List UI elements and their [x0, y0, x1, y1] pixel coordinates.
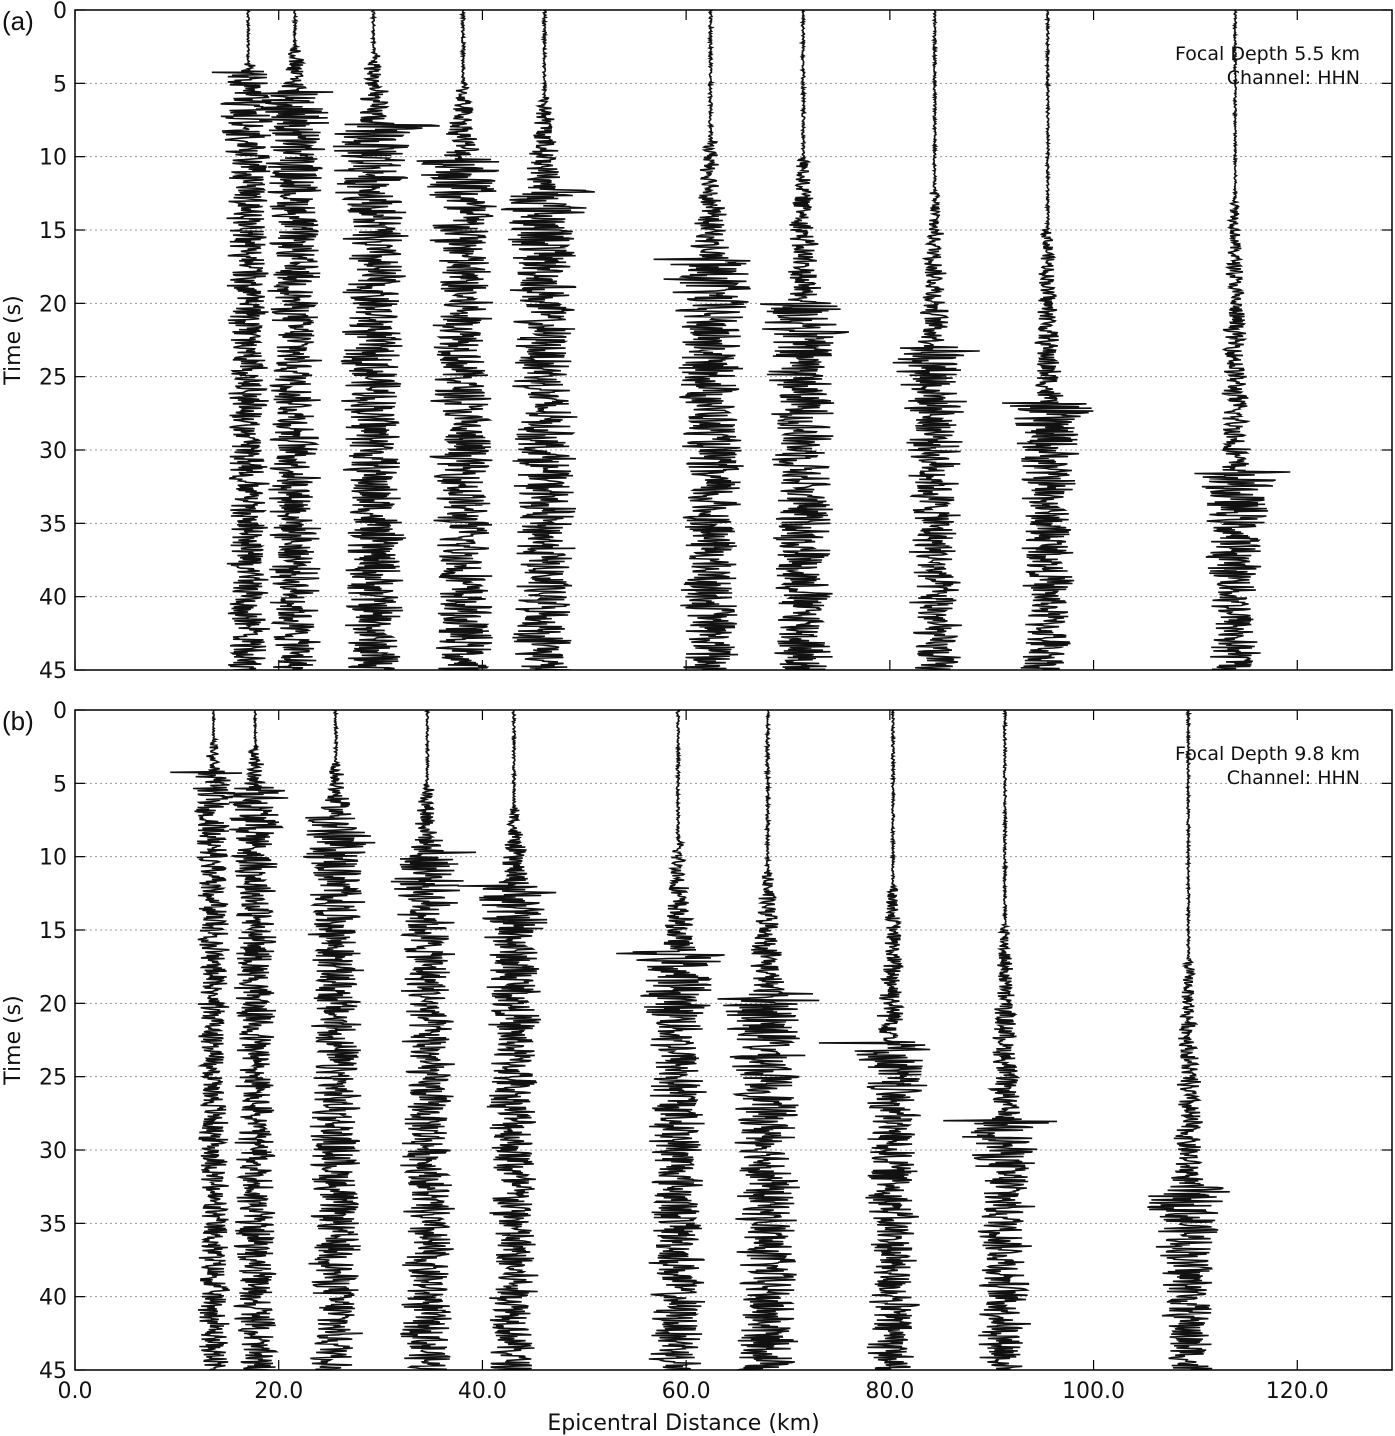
y-tick-label: 25 — [39, 366, 67, 391]
y-tick-label: 35 — [39, 512, 67, 537]
seismic-trace — [303, 710, 376, 1370]
y-tick-label: 35 — [39, 1212, 67, 1237]
seismic-trace — [390, 710, 477, 1370]
annotation: Channel: HHN — [1227, 67, 1360, 89]
panel-label: (a) — [2, 6, 34, 36]
y-tick-label: 20 — [39, 292, 67, 317]
y-tick-label: 45 — [39, 1359, 67, 1384]
y-tick-label: 30 — [39, 439, 67, 464]
y-tick-label: 0 — [53, 699, 67, 724]
seismic-trace — [500, 10, 595, 670]
seismic-trace — [1147, 710, 1230, 1370]
x-tick-label: 20.0 — [254, 1379, 303, 1404]
seismic-trace — [892, 10, 980, 670]
x-tick-label: 80.0 — [865, 1379, 914, 1404]
x-tick-label: 100.0 — [1062, 1379, 1125, 1404]
y-tick-label: 5 — [53, 772, 67, 797]
y-tick-label: 40 — [39, 586, 67, 611]
x-axis-label: Epicentral Distance (km) — [547, 1411, 819, 1436]
y-tick-label: 30 — [39, 1139, 67, 1164]
y-axis-label: Time (s) — [1, 995, 26, 1085]
x-tick-label: 60.0 — [662, 1379, 711, 1404]
seismic-trace — [616, 710, 725, 1370]
panel-label: (b) — [2, 706, 34, 736]
y-tick-label: 45 — [39, 659, 67, 684]
y-tick-label: 25 — [39, 1066, 67, 1091]
y-tick-label: 10 — [39, 846, 67, 871]
x-tick-label: 120.0 — [1266, 1379, 1329, 1404]
seismic-trace — [457, 710, 557, 1370]
seismic-trace — [332, 10, 440, 670]
seismic-trace — [653, 10, 751, 670]
seismic-trace — [416, 10, 500, 670]
seismic-trace — [1194, 10, 1291, 670]
y-axis-label: Time (s) — [1, 295, 26, 385]
annotation: Focal Depth 9.8 km — [1175, 743, 1360, 765]
y-tick-label: 10 — [39, 146, 67, 171]
seismic-trace — [170, 710, 243, 1370]
y-tick-label: 20 — [39, 992, 67, 1017]
seismic-trace — [226, 710, 289, 1370]
y-tick-label: 5 — [53, 72, 67, 97]
seismic-trace — [943, 710, 1058, 1370]
seismic-trace — [717, 710, 820, 1370]
y-tick-label: 15 — [39, 919, 67, 944]
plot-frame — [74, 9, 1393, 671]
x-tick-label: 0.0 — [58, 1379, 93, 1404]
seismic-trace — [1002, 10, 1094, 670]
y-tick-label: 40 — [39, 1286, 67, 1311]
annotation: Channel: HHN — [1227, 767, 1360, 789]
plot-frame — [74, 709, 1393, 1371]
x-tick-label: 40.0 — [458, 1379, 507, 1404]
y-tick-label: 0 — [53, 0, 67, 24]
seismic-trace — [818, 710, 931, 1370]
seismic-trace — [760, 10, 850, 670]
seismic-trace — [260, 10, 334, 670]
annotation: Focal Depth 5.5 km — [1175, 43, 1360, 65]
y-tick-label: 15 — [39, 219, 67, 244]
